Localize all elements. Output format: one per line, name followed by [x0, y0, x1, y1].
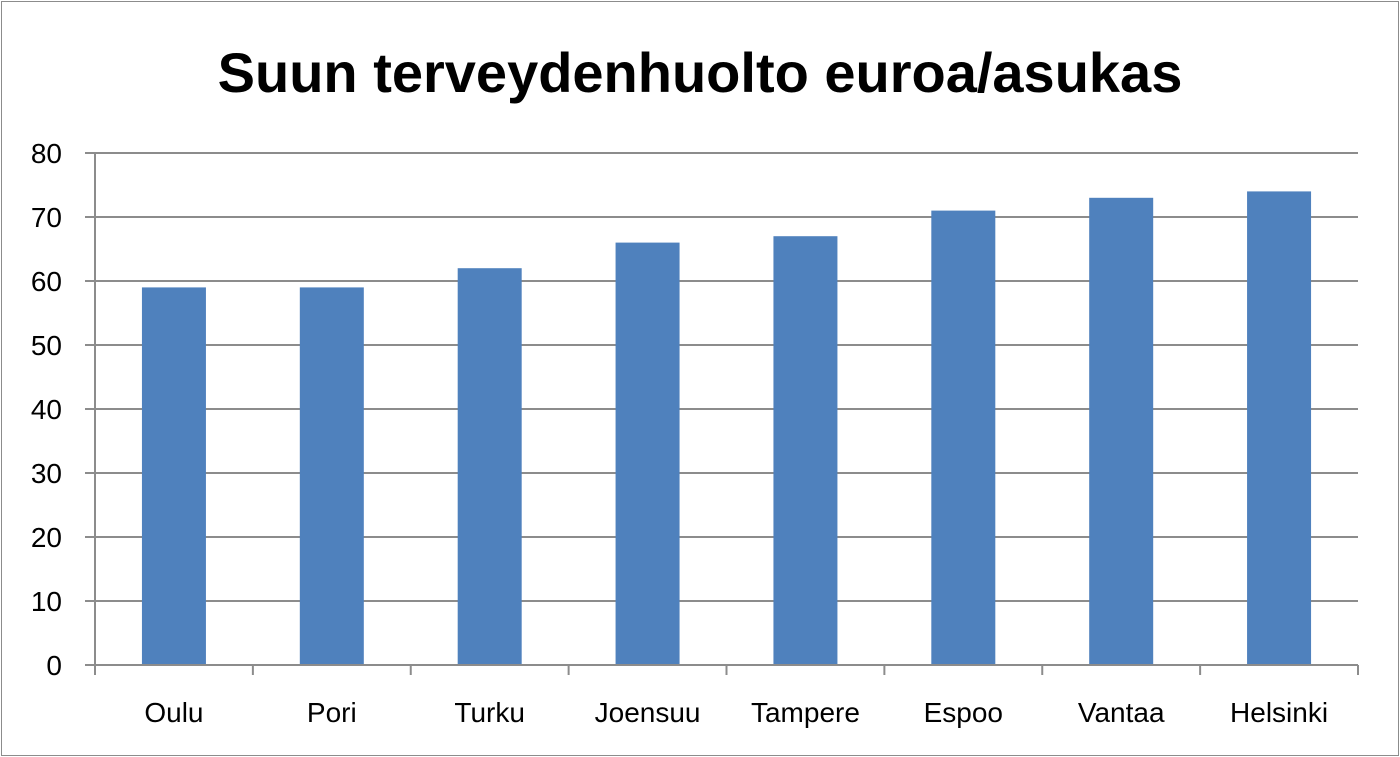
bar-helsinki — [1247, 191, 1312, 665]
bar-tampere — [773, 236, 838, 665]
bar-turku — [457, 268, 522, 665]
y-tick-label: 10 — [31, 586, 62, 617]
x-tick-label: Tampere — [751, 697, 860, 728]
y-tick-label: 50 — [31, 330, 62, 361]
y-tick-label: 80 — [31, 138, 62, 169]
y-tick-label: 40 — [31, 394, 62, 425]
y-tick-label: 30 — [31, 458, 62, 489]
bar-pori — [299, 287, 364, 665]
x-tick-label: Vantaa — [1078, 697, 1165, 728]
bar-oulu — [141, 287, 206, 665]
y-tick-label: 20 — [31, 522, 62, 553]
x-tick-label: Oulu — [144, 697, 203, 728]
bar-vantaa — [1089, 197, 1154, 666]
x-tick-label: Turku — [454, 697, 525, 728]
y-tick-label: 60 — [31, 266, 62, 297]
bar-espoo — [931, 210, 996, 665]
gridlines — [85, 152, 1358, 602]
x-tick-labels: Oulu Pori Turku Joensuu Tampere Espoo Vantaa He… — [144, 697, 1328, 728]
x-tick-label: Espoo — [924, 697, 1003, 728]
axes — [85, 153, 1359, 675]
x-tick-label: Pori — [307, 697, 357, 728]
chart-title: Suun terveydenhuolto euroa/asukas — [218, 41, 1183, 104]
x-tick-label: Joensuu — [595, 697, 701, 728]
y-tick-label: 0 — [46, 650, 62, 681]
bars — [141, 191, 1312, 666]
bar-joensuu — [615, 242, 680, 665]
y-tick-label: 70 — [31, 202, 62, 233]
y-tick-labels: 0 10 20 30 40 50 60 70 80 — [31, 138, 62, 681]
x-tick-label: Helsinki — [1230, 697, 1328, 728]
